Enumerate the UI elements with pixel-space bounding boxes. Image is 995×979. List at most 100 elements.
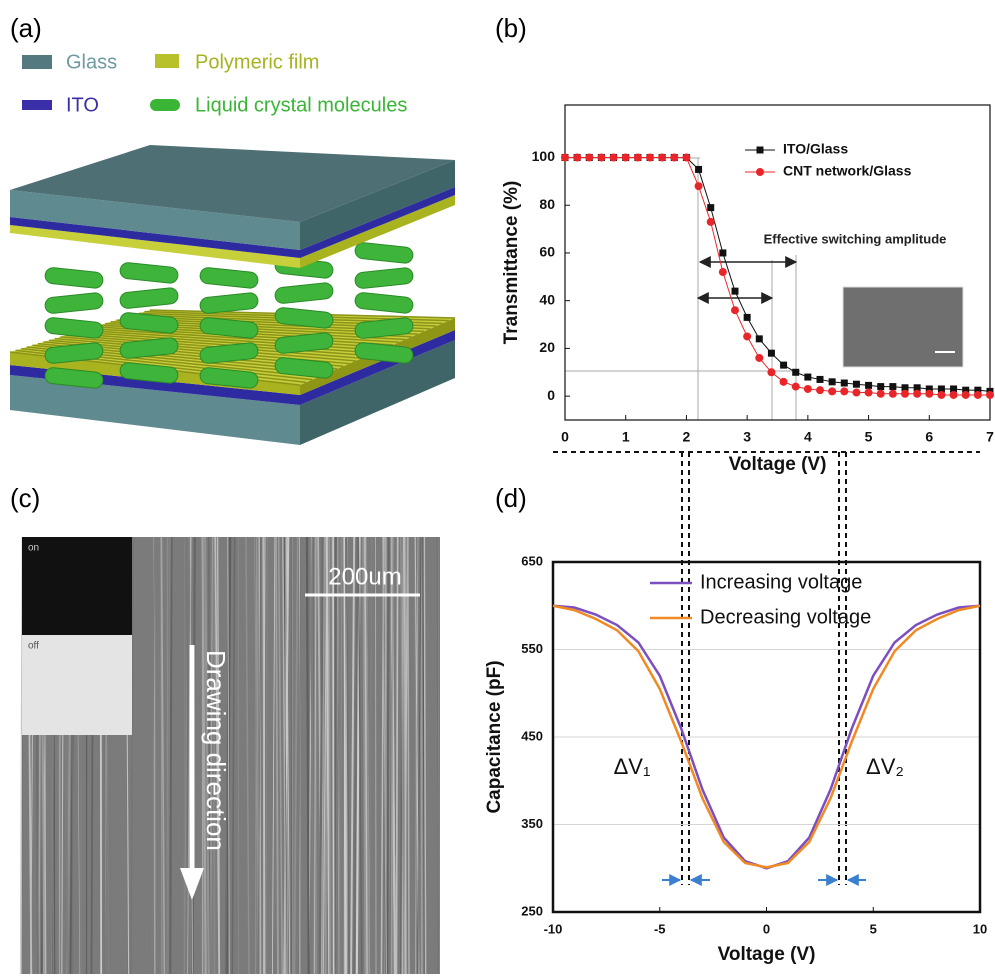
marker	[865, 382, 872, 389]
fiber	[340, 537, 341, 974]
marker	[925, 390, 933, 398]
x-tick-label: 3	[743, 429, 751, 445]
x-tick-label: 0	[763, 921, 770, 936]
panel-label: (a)	[10, 13, 42, 43]
marker	[670, 154, 678, 162]
marker	[817, 376, 824, 383]
y-tick-label: 350	[521, 816, 543, 831]
marker	[828, 387, 836, 395]
legend-label: CNT network/Glass	[783, 163, 912, 179]
swatch	[155, 54, 179, 68]
annotation: ΔV₂	[866, 754, 904, 779]
marker	[682, 154, 690, 162]
marker	[950, 391, 958, 399]
inset-label: on	[28, 543, 39, 554]
marker	[756, 335, 763, 342]
panel-label: (d)	[495, 483, 527, 513]
marker	[707, 218, 715, 226]
marker	[767, 368, 775, 376]
y-tick-label: 650	[521, 553, 543, 568]
dv-guides	[682, 452, 846, 885]
marker	[695, 182, 703, 190]
x-tick-label: 10	[973, 921, 987, 936]
marker	[889, 390, 897, 398]
marker	[561, 154, 569, 162]
marker	[865, 389, 873, 397]
marker	[792, 369, 799, 376]
legend-text: Liquid crystal molecules	[195, 94, 407, 116]
molecule	[354, 242, 413, 264]
y-tick-label: 550	[521, 641, 543, 656]
marker	[585, 154, 593, 162]
y-tick-label: 250	[521, 903, 543, 918]
legend-label: Increasing voltage	[700, 571, 862, 593]
marker	[610, 154, 618, 162]
legend-marker	[757, 147, 764, 154]
y-axis-label: Transmittance (%)	[501, 181, 522, 345]
marker	[901, 390, 909, 398]
y-tick-label: 20	[539, 339, 555, 355]
marker	[622, 154, 630, 162]
molecule	[44, 267, 103, 289]
legend-text: Polymeric film	[195, 51, 319, 73]
x-axis-label: Voltage (V)	[718, 944, 816, 965]
marker	[732, 288, 739, 295]
legend-label: Decreasing voltage	[700, 606, 871, 628]
y-tick-label: 40	[539, 291, 555, 307]
fiber	[329, 537, 330, 974]
marker	[829, 378, 836, 385]
marker	[731, 306, 739, 314]
legend-label: ITO/Glass	[783, 141, 848, 157]
y-tick-label: 80	[539, 196, 555, 212]
marker	[889, 383, 896, 390]
legend-text: ITO	[66, 94, 99, 116]
marker	[840, 387, 848, 395]
marker	[852, 389, 860, 397]
x-tick-label: 5	[865, 429, 873, 445]
marker	[792, 383, 800, 391]
fiber	[375, 537, 376, 974]
marker	[719, 268, 727, 276]
x-tick-label: 7	[986, 429, 994, 445]
x-tick-label: 2	[683, 429, 691, 445]
marker	[913, 390, 921, 398]
marker	[962, 391, 970, 399]
marker	[877, 383, 884, 390]
fiber	[405, 537, 406, 974]
x-axis-label: Voltage (V)	[729, 454, 827, 475]
swatch	[22, 100, 52, 110]
marker	[841, 380, 848, 387]
x-tick-label: 0	[561, 429, 569, 445]
marker	[986, 391, 994, 399]
guides	[565, 158, 800, 420]
legend-marker	[756, 168, 764, 176]
swatch	[22, 55, 52, 69]
molecule	[119, 287, 178, 309]
marker	[707, 204, 714, 211]
marker	[573, 154, 581, 162]
marker	[634, 154, 642, 162]
molecule	[119, 262, 178, 284]
molecule	[354, 292, 413, 314]
figure: (a) (b) (c) (d) Glass Polymeric film ITO…	[0, 0, 995, 974]
legend-text: Glass	[66, 51, 117, 73]
annotation: ΔV₁	[614, 754, 651, 779]
inset-label: off	[28, 641, 39, 652]
molecule	[44, 317, 103, 339]
fiber	[421, 537, 422, 974]
marker	[646, 154, 654, 162]
panel-label: (c)	[10, 483, 40, 513]
annotation: Effective switching amplitude	[764, 231, 947, 246]
y-axis-label: Capacitance (pF)	[484, 660, 505, 813]
y-tick-label: 0	[547, 387, 555, 403]
marker	[719, 249, 726, 256]
marker	[780, 378, 788, 386]
sem-inset	[843, 287, 963, 367]
marker	[768, 350, 775, 357]
marker	[658, 154, 666, 162]
molecule	[199, 292, 258, 314]
x-tick-label: 1	[622, 429, 630, 445]
scale-text: 200um	[328, 563, 401, 590]
fiber	[333, 537, 334, 974]
marker	[974, 391, 982, 399]
